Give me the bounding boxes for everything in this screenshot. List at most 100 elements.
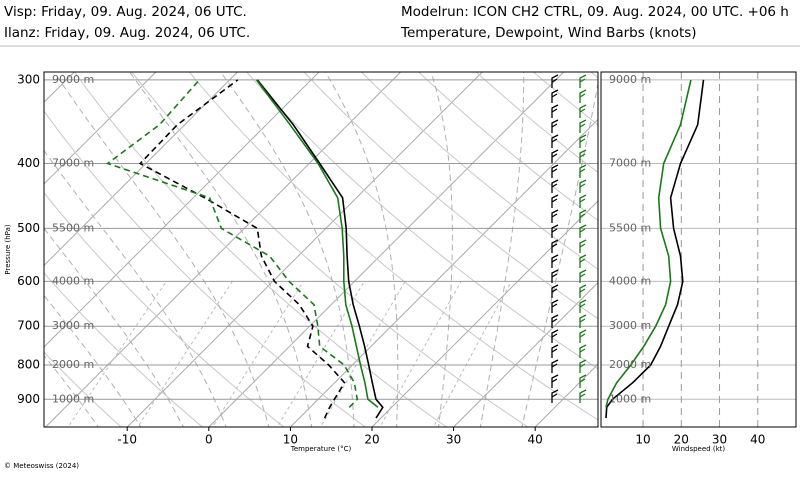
wind-barb (579, 344, 587, 358)
moist-adiabat (53, 72, 270, 427)
isotherm (452, 281, 598, 427)
plot-frame (43, 71, 599, 428)
moist-adiabat (44, 149, 227, 427)
wind-barb (579, 104, 587, 118)
wind-barb (579, 299, 587, 313)
temperature-line (255, 79, 379, 408)
wind-barb (551, 314, 559, 328)
height-label: 3000 m (609, 319, 651, 332)
wind-barb (579, 74, 587, 88)
wind-barb (579, 239, 587, 253)
isotherm (44, 72, 320, 348)
wind-barb (551, 179, 559, 193)
wind-barb (579, 194, 587, 208)
plot-frame (600, 71, 797, 428)
dry-adiabat (360, 72, 598, 270)
x-tick-label: 0 (205, 433, 213, 447)
dewpoint-line (105, 79, 359, 408)
moist-adiabat (44, 354, 100, 427)
wind-barb (551, 134, 559, 148)
x-tick-label: 20 (364, 433, 379, 447)
height-label: 1000 m (52, 392, 94, 405)
wind-barb (579, 179, 587, 193)
isotherm (371, 200, 598, 427)
isotherm (44, 72, 157, 185)
wind-barb (551, 374, 559, 388)
wind-barb (551, 164, 559, 178)
y-tick-label: 300 (17, 72, 40, 86)
dry-adiabat (44, 272, 204, 427)
height-label: 5500 m (52, 221, 94, 234)
moist-adiabat (220, 72, 355, 427)
wind-barb (551, 359, 559, 373)
station-title: Visp: Friday, 09. Aug. 2024, 06 UTC. (4, 4, 247, 20)
height-label: 7000 m (52, 157, 94, 170)
isotherm (44, 72, 402, 427)
moist-adiabat (129, 72, 313, 427)
height-label: 4000 m (609, 274, 651, 287)
y-tick-label: 400 (17, 156, 40, 170)
height-label: 1000 m (609, 392, 651, 405)
height-label: 7000 m (609, 157, 651, 170)
dry-adiabat (44, 110, 366, 427)
dry-adiabat (418, 72, 598, 222)
skewt-grid (44, 72, 598, 427)
moist-adiabat (521, 80, 598, 427)
windspeed-line (605, 79, 692, 408)
wind-grid (601, 72, 796, 427)
mixing-ratio (137, 281, 233, 427)
y-tick-label: 500 (17, 221, 40, 235)
dry-adiabat (44, 351, 122, 427)
wind-barb (579, 119, 587, 133)
wind-barb (579, 389, 587, 403)
x-tick-label: -10 (117, 433, 137, 447)
wind-barb (551, 224, 559, 238)
height-label: 9000 m (52, 73, 94, 86)
wind-barb (551, 389, 559, 403)
isotherm (534, 363, 598, 427)
dry-adiabat (303, 72, 598, 320)
height-label: 5500 m (609, 221, 651, 234)
wind-barb (551, 239, 559, 253)
wind-barb (579, 269, 587, 283)
x-tick-label: 10 (283, 433, 298, 447)
y-tick-label: 900 (17, 392, 40, 406)
moist-adiabat (44, 227, 184, 427)
model-run: Modelrun: ICON CH2 CTRL, 09. Aug. 2024, … (401, 4, 789, 20)
x-tick-label: 40 (528, 433, 543, 447)
wind-barb (579, 314, 587, 328)
x-tick-label: 10 (635, 433, 650, 447)
y-axis-title: Pressure (hPa) (4, 224, 12, 274)
height-label: 9000 m (609, 73, 651, 86)
wind-barb (551, 299, 559, 313)
footer: © Meteoswiss (2024) (4, 462, 79, 470)
windspeed-line (605, 79, 705, 419)
y-tick-label: 800 (17, 358, 40, 372)
station-title: Ilanz: Friday, 09. Aug. 2024, 06 UTC. (4, 25, 250, 41)
height-label: 2000 m (609, 358, 651, 371)
y-tick-label: 700 (17, 319, 40, 333)
moist-adiabat (44, 294, 142, 427)
moist-adiabat (479, 72, 525, 427)
wind-barb (579, 149, 587, 163)
wind-barb (579, 164, 587, 178)
x-axis-title: Windspeed (kt) (672, 445, 725, 453)
x-tick-label: 40 (750, 433, 765, 447)
isotherm (289, 118, 598, 427)
wind-barb (579, 284, 587, 298)
mixing-ratio (212, 281, 304, 427)
subtitle: Temperature, Dewpoint, Wind Barbs (knots… (400, 25, 697, 41)
wind-barb (551, 149, 559, 163)
wind-barb (579, 134, 587, 148)
isotherm (44, 72, 239, 267)
x-tick-label: 30 (446, 433, 461, 447)
temperature-line (256, 79, 384, 419)
height-label: 2000 m (52, 358, 94, 371)
x-tick-label: 20 (674, 433, 689, 447)
wind-barb (579, 329, 587, 343)
wind-barb (551, 209, 559, 223)
wind-barb (579, 209, 587, 223)
wind-barb (551, 194, 559, 208)
